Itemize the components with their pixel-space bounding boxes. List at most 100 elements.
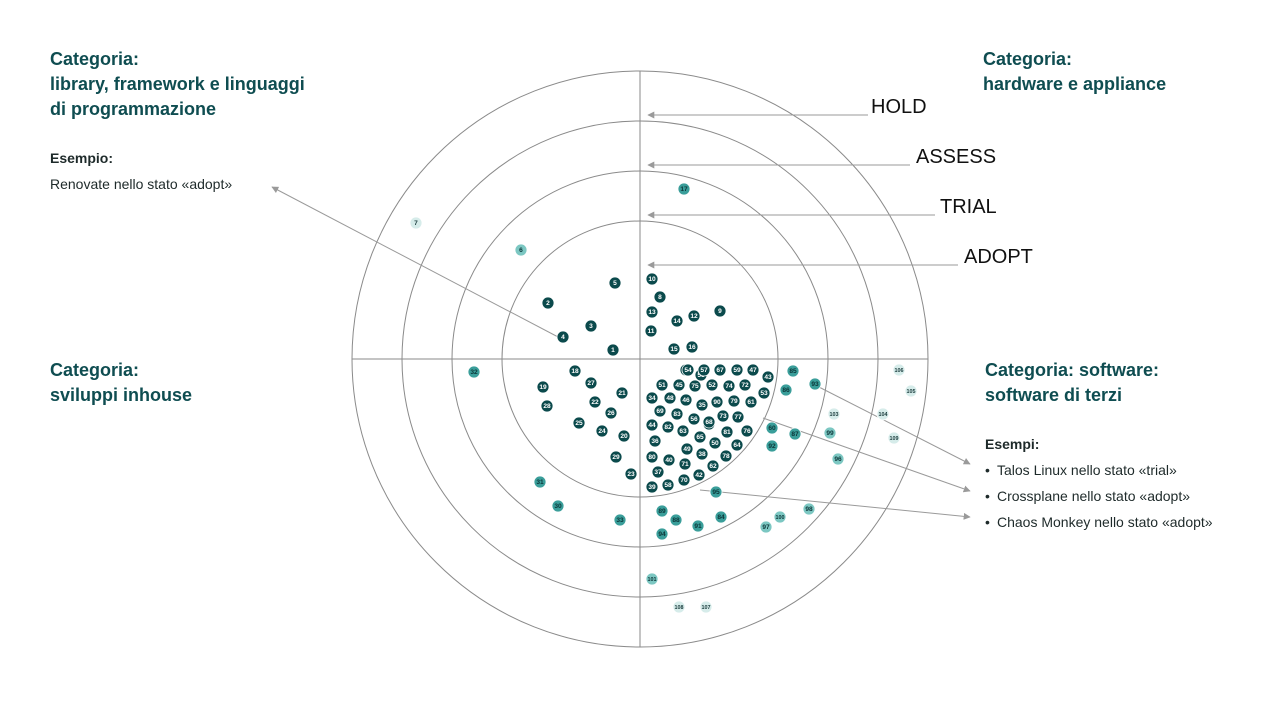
blip-number: 72: [741, 382, 749, 389]
blip-67: 67: [713, 363, 727, 377]
blip-number: 108: [675, 605, 684, 611]
blip-dot: [670, 314, 684, 328]
blip-dot: [716, 409, 730, 423]
blip-dot: [514, 243, 528, 257]
blip-number: 49: [683, 446, 691, 453]
blip-6: 6: [514, 243, 528, 257]
blip-number: 96: [834, 456, 842, 463]
blip-dot: [720, 425, 734, 439]
blip-97: 97: [759, 520, 773, 534]
blip-dot: [759, 520, 773, 534]
blip-93: 93: [808, 377, 822, 391]
blip-53: 53: [757, 386, 771, 400]
blip-number: 47: [749, 367, 757, 374]
blip-dot: [713, 304, 727, 318]
blip-number: 37: [654, 469, 662, 476]
blip-number: 78: [722, 453, 730, 460]
blip-dot: [692, 468, 706, 482]
blip-dot: [738, 378, 752, 392]
blip-dot: [761, 370, 775, 384]
blip-dot: [609, 450, 623, 464]
blip-48: 48: [663, 391, 677, 405]
category-bottom-left: Categoria: sviluppi inhouse: [50, 358, 192, 408]
blip-number: 35: [698, 402, 706, 409]
blip-number: 91: [694, 523, 702, 530]
blip-number: 15: [670, 346, 678, 353]
blip-63: 63: [676, 424, 690, 438]
blip-62: 62: [706, 459, 720, 473]
blip-dot: [667, 342, 681, 356]
blip-number: 82: [664, 424, 672, 431]
blip-dot: [765, 439, 779, 453]
blip-89: 89: [655, 504, 669, 518]
blip-number: 56: [690, 416, 698, 423]
blip-number: 42: [695, 472, 703, 479]
blip-dot: [705, 378, 719, 392]
blip-number: 23: [627, 471, 635, 478]
blip-dot: [765, 421, 779, 435]
blip-number: 31: [536, 479, 544, 486]
blip-dot: [645, 272, 659, 286]
blip-number: 32: [470, 369, 478, 376]
blip-44: 44: [645, 418, 659, 432]
blip-dot: [679, 393, 693, 407]
blip-32: 32: [467, 365, 481, 379]
blip-number: 73: [719, 413, 727, 420]
blip-number: 38: [698, 451, 706, 458]
blip-dot: [876, 407, 890, 421]
example-list-right: Talos Linux nello stato «trial» Crosspla…: [985, 457, 1213, 535]
ring-label-hold: HOLD: [871, 96, 927, 118]
blip-number: 97: [762, 524, 770, 531]
blip-number: 6: [519, 247, 523, 254]
blip-86: 86: [779, 383, 793, 397]
blip-dot: [588, 395, 602, 409]
blip-18: 18: [568, 364, 582, 378]
blip-50: 50: [708, 436, 722, 450]
blip-dot: [713, 363, 727, 377]
blip-number: 19: [539, 384, 547, 391]
blip-dot: [653, 404, 667, 418]
blip-number: 30: [554, 503, 562, 510]
blip-72: 72: [738, 378, 752, 392]
blip-number: 105: [907, 389, 916, 395]
blip-number: 7: [414, 220, 418, 227]
category-name-cont: di programmazione: [50, 99, 217, 119]
blip-dot: [604, 406, 618, 420]
blip-dot: [608, 276, 622, 290]
blip-109: 109: [887, 431, 901, 445]
blip-33: 33: [613, 513, 627, 527]
blip-number: 86: [782, 387, 790, 394]
blip-number: 40: [665, 457, 673, 464]
blip-105: 105: [904, 384, 918, 398]
category-label: Categoria:: [50, 360, 140, 380]
blip-81: 81: [720, 425, 734, 439]
blip-80: 80: [645, 450, 659, 464]
blip-number: 62: [709, 463, 717, 470]
blip-17: 17: [677, 182, 691, 196]
blip-dot: [655, 504, 669, 518]
blip-29: 29: [609, 450, 623, 464]
blip-dot: [677, 182, 691, 196]
blip-2: 2: [541, 296, 555, 310]
blip-dot: [663, 391, 677, 405]
blip-34: 34: [645, 391, 659, 405]
blip-dot: [606, 343, 620, 357]
blip-dot: [706, 459, 720, 473]
blip-24: 24: [595, 424, 609, 438]
blip-number: 36: [651, 438, 659, 445]
blip-dot: [730, 363, 744, 377]
blip-dot: [904, 384, 918, 398]
blip-39: 39: [645, 480, 659, 494]
blip-number: 95: [712, 489, 720, 496]
blip-number: 104: [879, 412, 888, 418]
blip-106: 106: [892, 363, 906, 377]
blip-dot: [661, 478, 675, 492]
blip-number: 33: [616, 517, 624, 524]
blip-dot: [653, 290, 667, 304]
blip-dot: [467, 365, 481, 379]
blip-59: 59: [730, 363, 744, 377]
blip-dot: [670, 407, 684, 421]
blip-number: 57: [700, 367, 708, 374]
radar-rings: [351, 70, 929, 648]
blip-number: 81: [723, 429, 731, 436]
